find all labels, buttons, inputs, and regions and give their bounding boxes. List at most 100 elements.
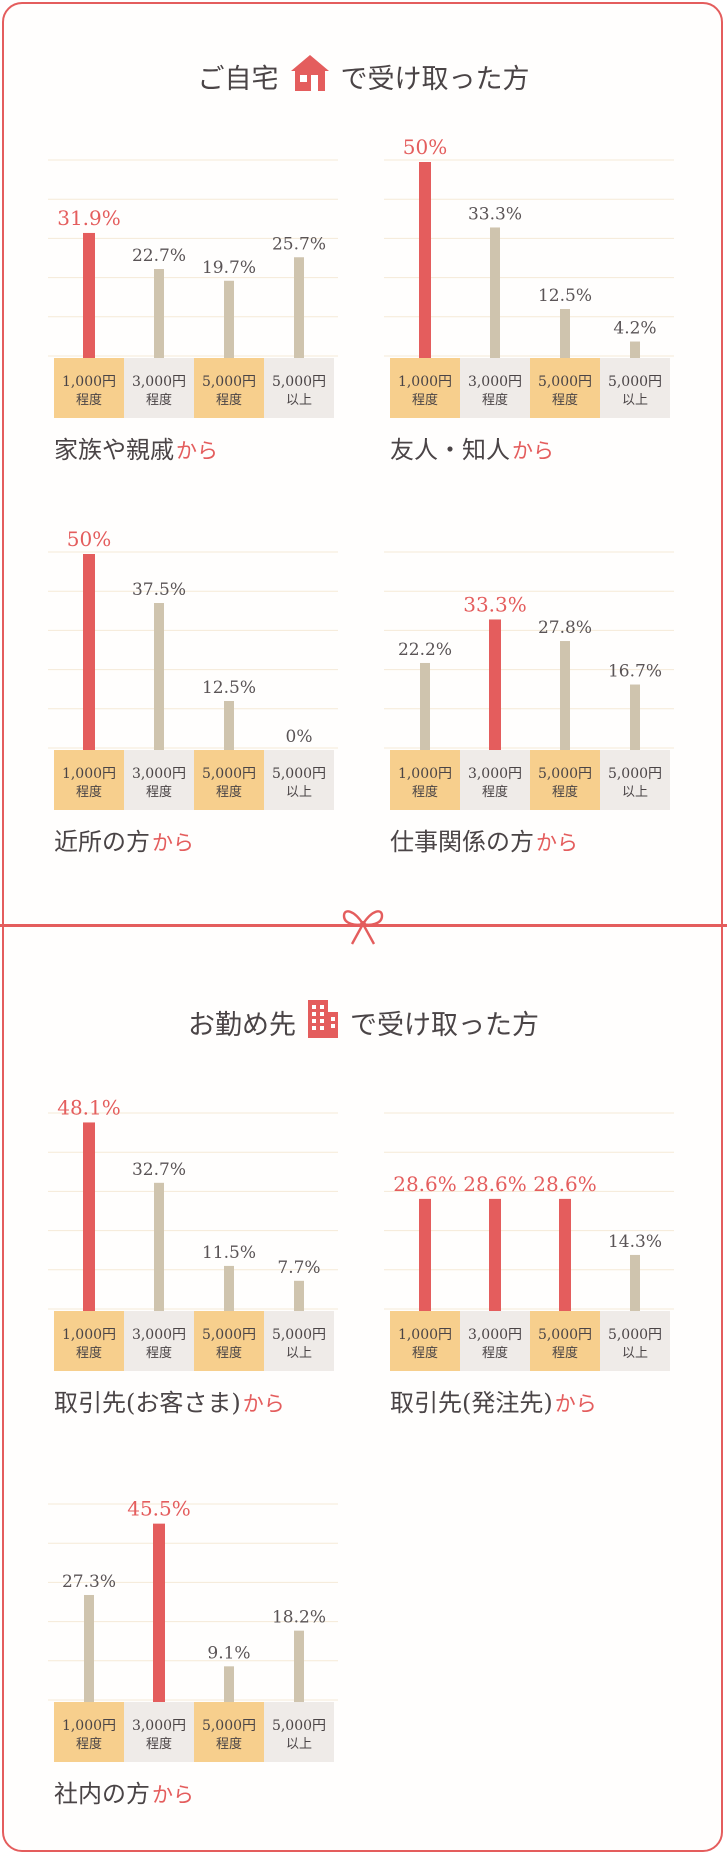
bar <box>84 1594 94 1702</box>
tick-label: 5,000円 <box>272 1327 326 1343</box>
category-cell <box>460 750 530 810</box>
chart-title: 近所の方 <box>54 828 150 856</box>
bar <box>420 662 430 750</box>
category-cell <box>460 358 530 418</box>
data-label: 37.5% <box>132 580 186 600</box>
building-icon <box>306 998 340 1047</box>
category-cell <box>530 358 600 418</box>
data-label: 28.6% <box>393 1172 457 1196</box>
bar <box>83 554 95 750</box>
category-cell <box>600 1311 670 1371</box>
tick-label: 1,000円 <box>398 1327 452 1343</box>
chart-neighbors-label: 近所の方から <box>54 822 194 857</box>
chart-title: 家族や親戚 <box>54 436 174 464</box>
chart-family: 31.9% 1,000円 程度 22.7% 3,000円 程度 19.7% 5,000円 程度 2… <box>48 130 348 470</box>
tick-label: 3,000円 <box>132 374 186 390</box>
chart-colleagues: 27.3% 1,000円 程度 45.5% 3,000円 程度 9.1% 5,000円 程度 18… <box>48 1474 348 1814</box>
category-cell <box>194 1702 264 1762</box>
tick-label: 程度 <box>412 392 438 408</box>
category-cell <box>600 358 670 418</box>
data-label: 28.6% <box>533 1172 597 1196</box>
bar <box>560 641 570 750</box>
category-cell <box>390 750 460 810</box>
data-label: 45.5% <box>127 1497 191 1521</box>
category-cell <box>390 358 460 418</box>
data-label: 32.7% <box>132 1160 186 1180</box>
tick-label: 5,000円 <box>202 766 256 782</box>
chart-business-label: 仕事関係の方から <box>390 822 578 857</box>
tick-label: 5,000円 <box>272 766 326 782</box>
chart-title: 仕事関係の方 <box>390 828 534 856</box>
category-cell <box>194 358 264 418</box>
tick-label: 3,000円 <box>468 374 522 390</box>
category-cell <box>264 358 334 418</box>
category-cell <box>54 750 124 810</box>
data-label: 50% <box>403 135 447 159</box>
tick-label: 5,000円 <box>538 374 592 390</box>
bar <box>224 1265 234 1311</box>
data-label: 33.3% <box>468 204 522 224</box>
data-label: 18.2% <box>272 1608 326 1628</box>
tick-label: 3,000円 <box>132 1718 186 1734</box>
tick-label: 程度 <box>552 392 578 408</box>
tick-label: 5,000円 <box>202 1718 256 1734</box>
data-label: 27.3% <box>62 1572 116 1592</box>
chart-clients-label: 取引先(お客さま)から <box>54 1383 285 1418</box>
data-label: 0% <box>286 727 313 747</box>
tick-label: 3,000円 <box>468 766 522 782</box>
tick-label: 以上 <box>622 393 648 408</box>
chart-business: 22.2% 1,000円 程度 33.3% 3,000円 程度 27.8% 5,000円 程度 1… <box>384 522 684 862</box>
tick-label: 5,000円 <box>608 766 662 782</box>
bar <box>224 701 234 750</box>
category-cell <box>264 750 334 810</box>
chart-title-suffix: から <box>152 831 194 855</box>
chart-friends-label: 友人・知人から <box>390 430 554 465</box>
work-title-pre: お勤め先 <box>188 1009 296 1041</box>
tick-label: 5,000円 <box>538 1327 592 1343</box>
bar <box>560 309 570 358</box>
chart-title-suffix: から <box>512 439 554 463</box>
tick-label: 5,000円 <box>272 374 326 390</box>
bar <box>559 1198 571 1311</box>
tick-label: 程度 <box>76 784 102 800</box>
chart-title-suffix: から <box>536 831 578 855</box>
category-cell <box>124 750 194 810</box>
tick-label: 程度 <box>412 1345 438 1361</box>
bar <box>294 257 304 358</box>
tick-label: 5,000円 <box>538 766 592 782</box>
tick-label: 以上 <box>286 785 312 800</box>
category-cell <box>194 1311 264 1371</box>
data-label: 11.5% <box>202 1243 256 1263</box>
data-label: 12.5% <box>538 286 592 306</box>
data-label: 48.1% <box>57 1095 121 1119</box>
tick-label: 程度 <box>76 1736 102 1752</box>
tick-label: 以上 <box>286 393 312 408</box>
work-section-title: お勤め先 で受け取った方 <box>0 998 727 1046</box>
tick-label: 程度 <box>146 1345 172 1361</box>
bar <box>294 1630 304 1702</box>
category-cell <box>600 750 670 810</box>
tick-label: 程度 <box>76 392 102 408</box>
tick-label: 5,000円 <box>202 1327 256 1343</box>
data-label: 12.5% <box>202 678 256 698</box>
bar <box>224 280 234 358</box>
chart-title: 友人・知人 <box>390 436 510 464</box>
chart-clients: 48.1% 1,000円 程度 32.7% 3,000円 程度 11.5% 5,000円 程度 7… <box>48 1083 348 1423</box>
data-label: 31.9% <box>57 206 121 230</box>
category-cell <box>194 750 264 810</box>
data-label: 22.2% <box>398 640 452 660</box>
work-title-post: で受け取った方 <box>350 1009 539 1041</box>
bar <box>490 227 500 358</box>
tick-label: 5,000円 <box>202 374 256 390</box>
data-label: 16.7% <box>608 662 662 682</box>
bar <box>153 1523 165 1702</box>
bar <box>419 1198 431 1311</box>
bar <box>489 619 501 750</box>
tick-label: 程度 <box>412 784 438 800</box>
category-cell <box>264 1702 334 1762</box>
house-icon <box>289 53 331 100</box>
tick-label: 1,000円 <box>62 1718 116 1734</box>
